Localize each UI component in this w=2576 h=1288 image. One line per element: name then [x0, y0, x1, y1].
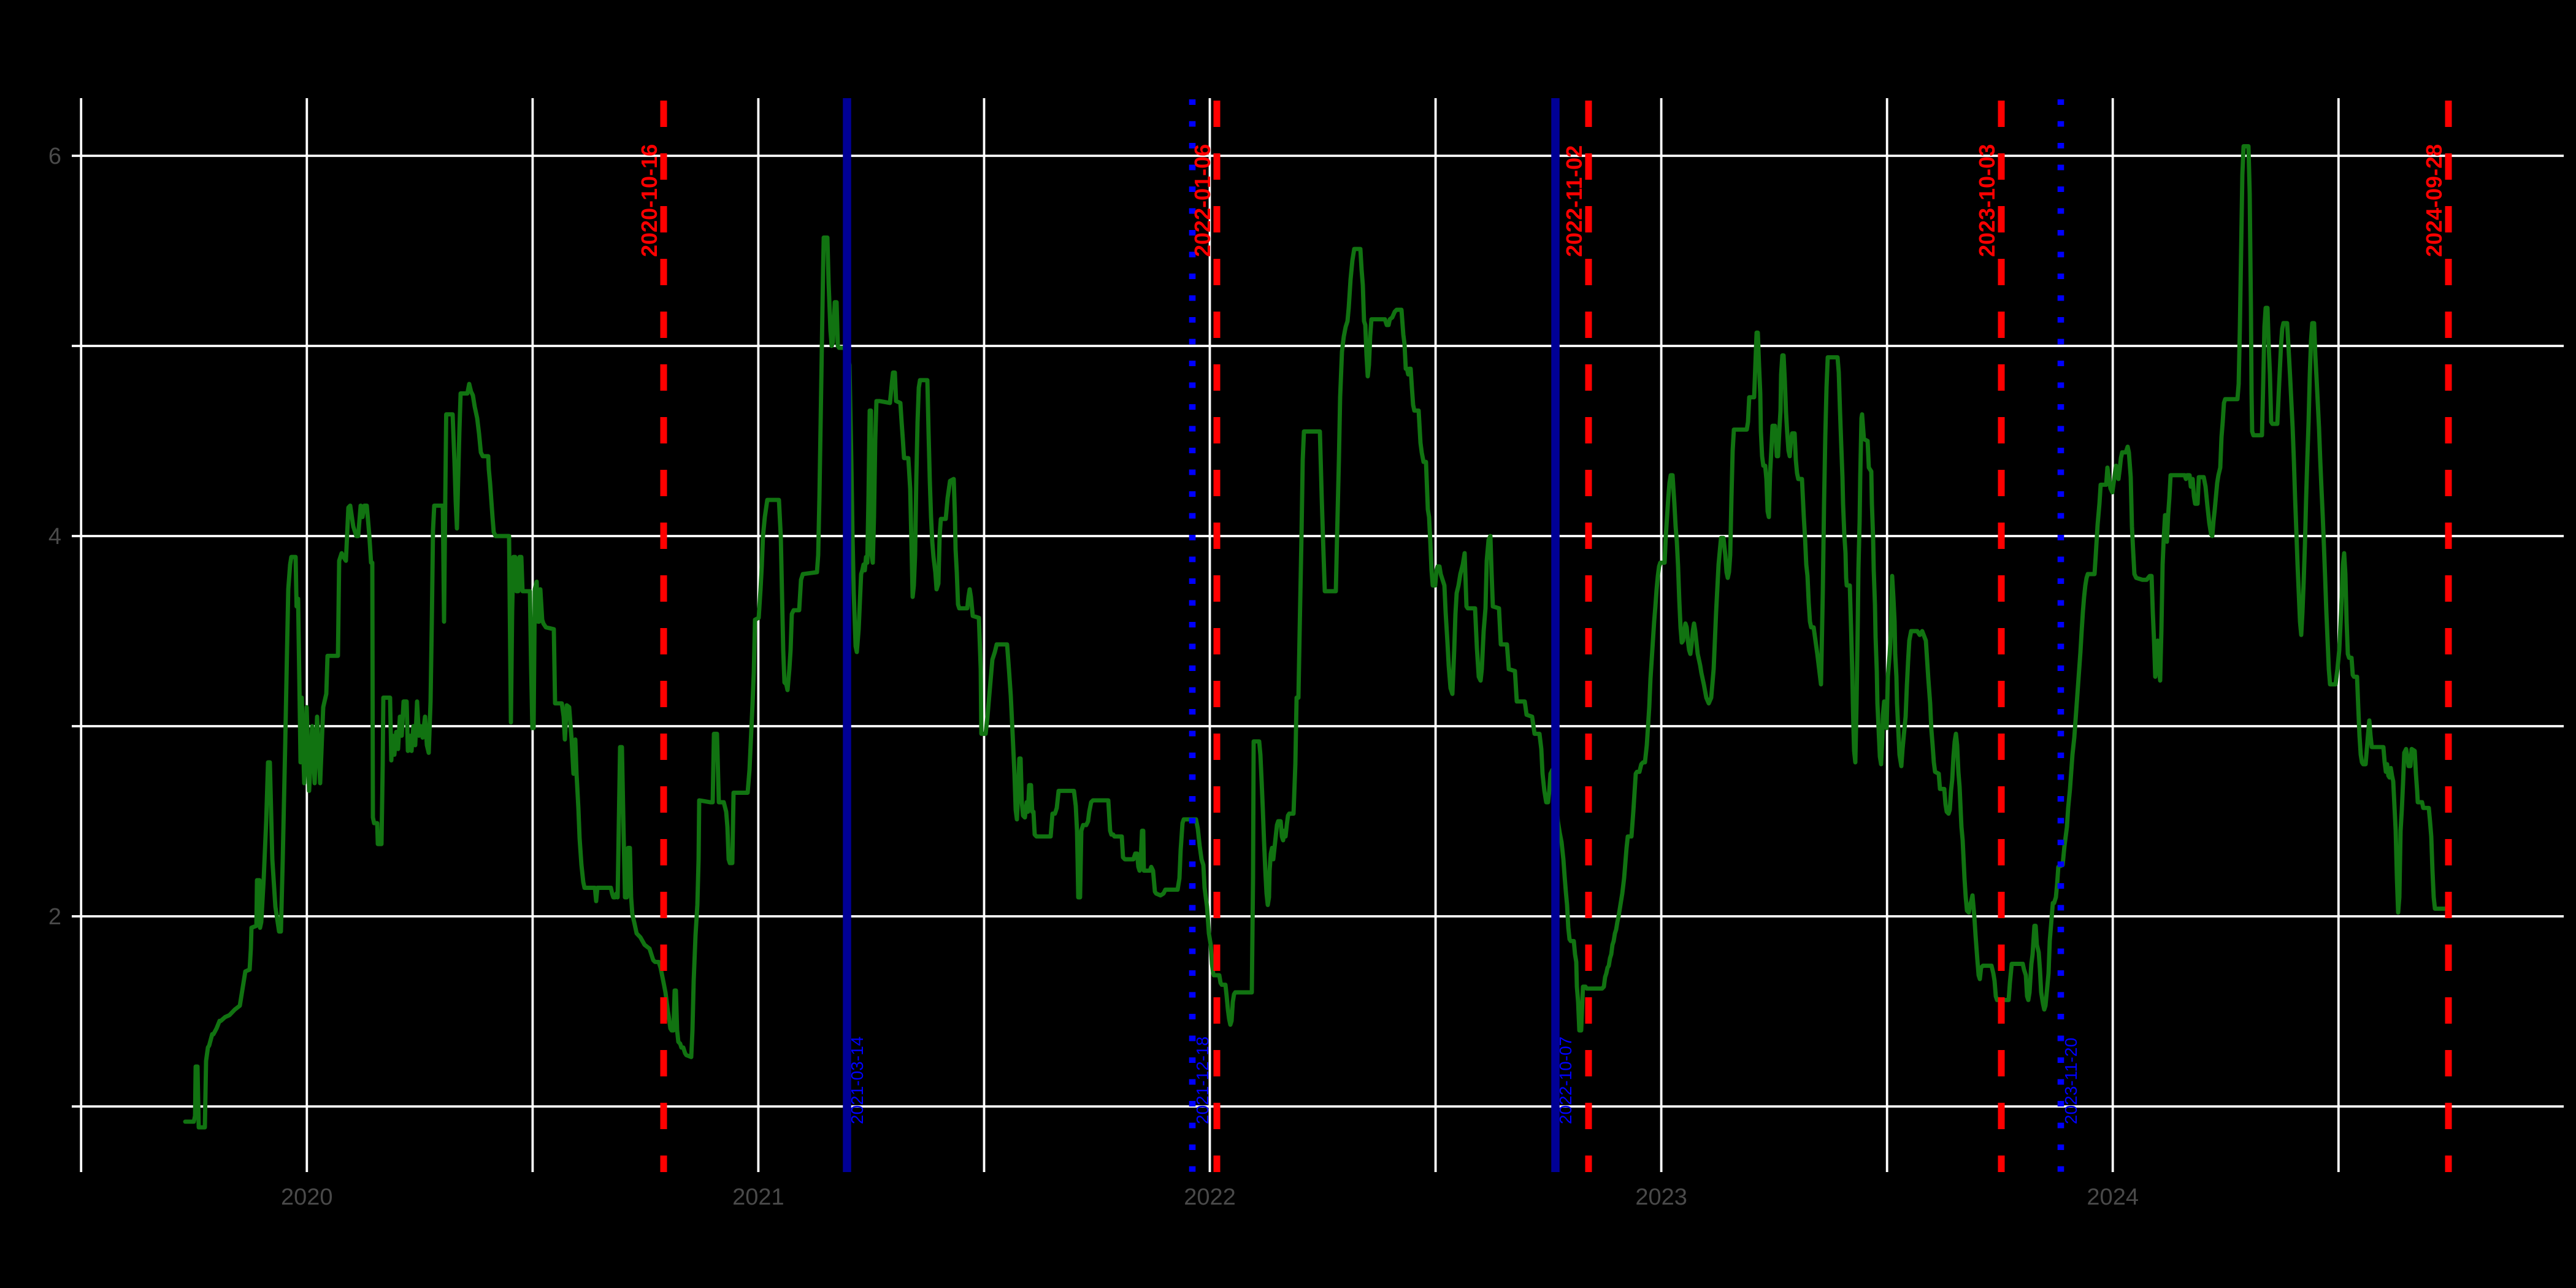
svg-text:2021-12-18: 2021-12-18 — [1193, 1037, 1212, 1124]
svg-text:2024-09-28: 2024-09-28 — [2421, 144, 2447, 257]
svg-text:2020-10-16: 2020-10-16 — [637, 144, 662, 257]
svg-text:2021-03-14: 2021-03-14 — [848, 1037, 867, 1124]
svg-text:2024: 2024 — [2087, 1184, 2139, 1210]
svg-text:2021: 2021 — [732, 1184, 784, 1210]
svg-text:2023-10-03: 2023-10-03 — [1974, 144, 1999, 257]
svg-text:4: 4 — [48, 524, 61, 550]
svg-text:2022: 2022 — [1184, 1184, 1236, 1210]
svg-text:2: 2 — [48, 904, 61, 930]
svg-text:2022-01-06: 2022-01-06 — [1190, 144, 1215, 257]
svg-text:6: 6 — [48, 144, 61, 169]
svg-text:2023: 2023 — [1635, 1184, 1687, 1210]
svg-text:2020: 2020 — [281, 1184, 333, 1210]
svg-text:2022-10-07: 2022-10-07 — [1556, 1037, 1575, 1124]
svg-text:2022-11-02: 2022-11-02 — [1562, 145, 1587, 257]
svg-text:2023-11-20: 2023-11-20 — [2061, 1038, 2080, 1124]
